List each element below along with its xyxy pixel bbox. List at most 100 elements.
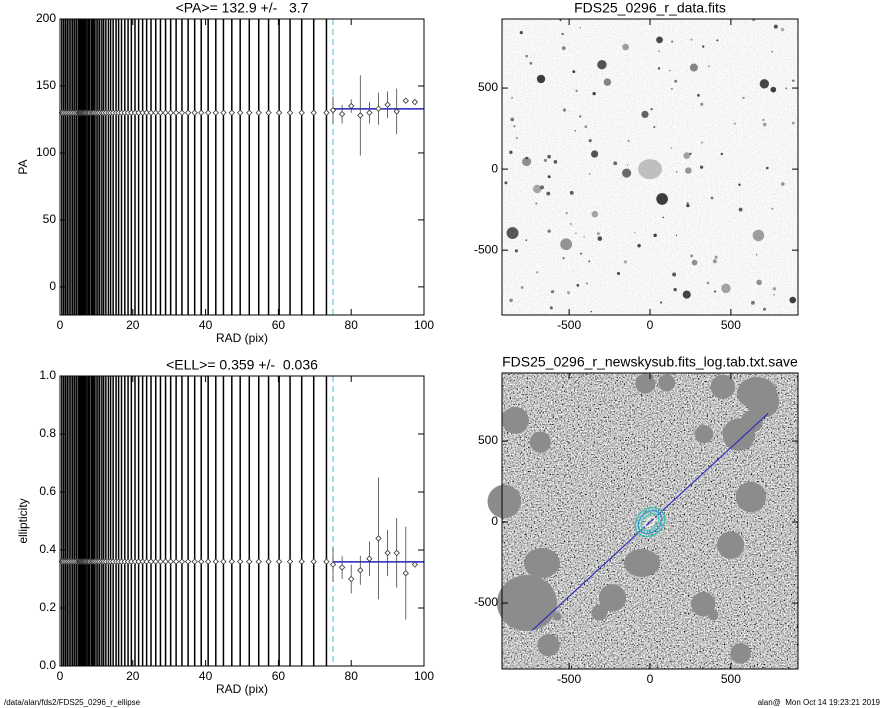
star xyxy=(657,67,661,70)
data-point xyxy=(212,109,219,116)
star xyxy=(721,283,731,294)
data-point xyxy=(323,109,330,116)
star xyxy=(669,69,671,72)
star xyxy=(588,260,591,263)
star xyxy=(588,172,591,175)
data-point xyxy=(228,558,235,565)
star xyxy=(547,229,551,233)
star xyxy=(683,152,691,159)
star xyxy=(686,203,690,208)
y-tick-label: 500 xyxy=(478,433,498,447)
chart-title: FDS25_0296_r_data.fits xyxy=(574,0,726,16)
star xyxy=(780,182,785,186)
data-point xyxy=(204,558,212,565)
data-point xyxy=(162,109,169,116)
star xyxy=(675,170,678,173)
star xyxy=(561,46,566,51)
data-point xyxy=(375,105,382,112)
x-axis-label: RAD (pix) xyxy=(216,682,268,696)
star xyxy=(773,293,775,296)
masked-region xyxy=(691,591,716,617)
data-point xyxy=(411,561,419,568)
star xyxy=(591,210,599,218)
data-point xyxy=(143,558,150,565)
x-tick-label: -500 xyxy=(557,318,581,332)
star xyxy=(560,238,573,251)
star xyxy=(547,154,551,159)
star xyxy=(540,185,544,190)
data-point xyxy=(198,558,205,565)
star xyxy=(626,164,629,166)
star xyxy=(549,306,553,310)
star xyxy=(691,259,698,266)
star xyxy=(702,45,705,48)
star xyxy=(771,50,774,53)
star xyxy=(720,152,724,156)
y-tick-label: 0.0 xyxy=(39,658,56,672)
masked-region xyxy=(710,374,736,399)
masked-region xyxy=(497,575,557,631)
data-point xyxy=(167,558,174,565)
data-point xyxy=(178,558,186,565)
star xyxy=(519,31,523,35)
star xyxy=(714,255,718,259)
data-point xyxy=(275,558,283,565)
data-point xyxy=(246,109,253,116)
y-tick-label: 0.4 xyxy=(39,542,56,556)
star xyxy=(547,175,551,179)
masked-region xyxy=(537,634,560,657)
masked-region xyxy=(624,549,660,577)
x-tick-label: 20 xyxy=(126,318,140,332)
star xyxy=(674,79,678,83)
star xyxy=(658,50,660,52)
star xyxy=(682,290,691,299)
data-point xyxy=(298,558,305,565)
galaxy xyxy=(638,159,662,180)
data-point xyxy=(184,558,192,565)
star xyxy=(762,122,767,127)
data-point xyxy=(348,575,355,583)
x-tick-label: 60 xyxy=(272,318,286,332)
data-point xyxy=(338,564,346,571)
star xyxy=(513,125,516,128)
data-point xyxy=(143,109,150,116)
data-point xyxy=(375,535,382,542)
star xyxy=(622,43,629,51)
star xyxy=(596,232,600,236)
star xyxy=(792,79,795,82)
star xyxy=(756,279,762,286)
data-point xyxy=(384,101,391,108)
chart-title: <PA>= 132.9 +/- 3.7 xyxy=(176,0,309,16)
x-tick-label: -500 xyxy=(557,672,581,686)
data-point xyxy=(147,109,155,116)
star xyxy=(562,108,567,112)
x-tick-label: 500 xyxy=(721,672,741,686)
star xyxy=(771,207,774,210)
star xyxy=(772,286,777,291)
star xyxy=(515,136,518,140)
data-point xyxy=(329,561,337,568)
data-point xyxy=(184,109,192,116)
data-point xyxy=(329,106,337,114)
star xyxy=(543,158,548,163)
star xyxy=(579,115,582,118)
star xyxy=(590,310,593,313)
star xyxy=(627,139,630,143)
star xyxy=(773,24,778,29)
y-tick-label: 0.6 xyxy=(39,484,56,498)
star xyxy=(592,91,596,96)
star xyxy=(637,244,641,248)
major-axis xyxy=(531,413,769,631)
masked-region xyxy=(740,410,764,433)
star xyxy=(673,287,677,292)
masked-region xyxy=(658,374,676,392)
star xyxy=(653,125,656,129)
star xyxy=(510,117,515,122)
data-point xyxy=(172,109,180,116)
data-point xyxy=(157,558,164,565)
star xyxy=(762,307,766,311)
data-point xyxy=(338,110,346,118)
star xyxy=(597,59,607,70)
data-point xyxy=(255,109,262,116)
